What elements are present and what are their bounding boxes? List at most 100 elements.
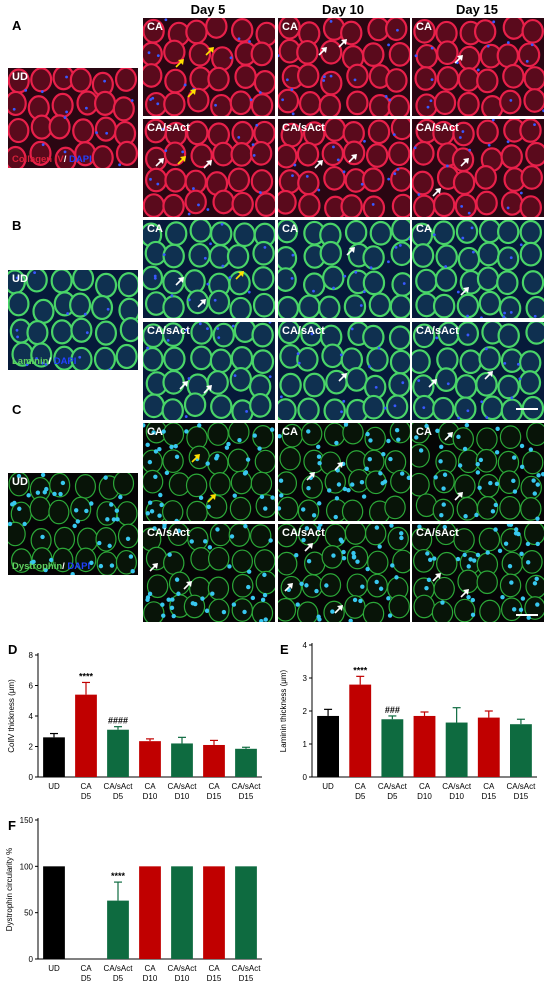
fiber bbox=[278, 322, 301, 345]
fiber bbox=[164, 167, 187, 193]
nucleus bbox=[66, 312, 70, 315]
nucleus bbox=[151, 96, 155, 100]
condition-label: CA/sAct bbox=[282, 122, 325, 134]
nucleus bbox=[381, 452, 386, 457]
nucleus bbox=[360, 182, 364, 186]
fiber bbox=[297, 170, 320, 196]
condition-label: CA bbox=[282, 21, 298, 33]
nucleus bbox=[227, 564, 232, 569]
nucleus bbox=[63, 116, 67, 119]
nucleus bbox=[425, 551, 430, 556]
x-tick-label: D5 bbox=[355, 792, 366, 801]
nucleus bbox=[441, 486, 446, 491]
nucleus bbox=[506, 206, 510, 210]
nucleus bbox=[72, 523, 77, 529]
nucleus bbox=[108, 368, 112, 370]
fiber bbox=[296, 601, 319, 622]
fiber bbox=[278, 88, 300, 114]
fiber bbox=[496, 43, 520, 69]
significance-label: **** bbox=[111, 871, 126, 881]
nucleus bbox=[334, 496, 340, 501]
nucleus bbox=[417, 379, 421, 382]
nucleus bbox=[75, 519, 81, 524]
nucleus bbox=[511, 478, 516, 484]
fiber bbox=[143, 601, 165, 622]
nucleus bbox=[176, 528, 181, 534]
nucleus bbox=[428, 557, 433, 562]
nucleus bbox=[534, 576, 539, 581]
fiber bbox=[432, 220, 455, 246]
nucleus bbox=[74, 508, 79, 513]
fiber bbox=[520, 497, 542, 521]
stain-separator: / bbox=[48, 356, 54, 367]
fiber bbox=[163, 141, 187, 167]
fiber bbox=[117, 523, 138, 549]
white-arrow-icon bbox=[338, 373, 347, 382]
nucleus bbox=[354, 270, 358, 274]
nucleus bbox=[361, 494, 367, 499]
fiber bbox=[228, 423, 250, 444]
micrograph-a-casact-day15: CA/sAct bbox=[412, 119, 544, 217]
nucleus bbox=[301, 507, 306, 512]
nucleus bbox=[197, 423, 202, 428]
condition-label: CA bbox=[147, 223, 163, 235]
bar bbox=[139, 866, 161, 959]
y-tick-label: 2 bbox=[29, 743, 34, 752]
fiber bbox=[168, 571, 191, 596]
nucleus bbox=[106, 307, 110, 311]
nucleus bbox=[189, 539, 194, 544]
nucleus bbox=[445, 164, 449, 168]
fiber bbox=[90, 294, 114, 321]
nucleus bbox=[255, 123, 259, 127]
fiber bbox=[254, 449, 275, 474]
micrograph-ud-c: UD Dystrophin/ DAPI bbox=[8, 473, 138, 575]
stain-separator: / bbox=[63, 154, 70, 165]
fiber bbox=[187, 87, 210, 113]
fiber bbox=[184, 189, 207, 215]
x-tick-label: CA/sAct bbox=[104, 964, 134, 973]
nucleus bbox=[128, 554, 134, 559]
fiber bbox=[278, 246, 298, 271]
nucleus bbox=[358, 598, 363, 604]
nucleus bbox=[295, 602, 300, 607]
nucleus bbox=[262, 592, 268, 598]
fiber bbox=[455, 220, 479, 244]
nucleus bbox=[252, 153, 256, 157]
nucleus bbox=[89, 501, 94, 506]
nucleus bbox=[507, 563, 513, 569]
nucleus bbox=[242, 609, 247, 615]
nucleus bbox=[216, 327, 220, 330]
fiber bbox=[413, 548, 435, 573]
fiber bbox=[319, 573, 342, 597]
nucleus bbox=[35, 357, 39, 360]
fiber bbox=[188, 242, 211, 268]
fiber bbox=[473, 19, 497, 44]
fiber bbox=[32, 298, 55, 324]
y-tick-label: 100 bbox=[20, 862, 34, 871]
fiber bbox=[390, 167, 410, 192]
nucleus bbox=[466, 564, 471, 569]
nucleus bbox=[508, 524, 514, 527]
nucleus bbox=[40, 90, 44, 94]
nucleus bbox=[457, 416, 461, 420]
nucleus bbox=[258, 91, 262, 94]
nucleus bbox=[392, 133, 396, 137]
fiber bbox=[250, 41, 273, 67]
fiber bbox=[231, 598, 254, 622]
nucleus bbox=[145, 511, 150, 516]
nucleus bbox=[468, 557, 473, 562]
nucleus bbox=[330, 609, 335, 614]
fiber bbox=[502, 63, 525, 89]
nucleus bbox=[466, 409, 470, 413]
nucleus bbox=[365, 431, 370, 437]
fiber bbox=[343, 294, 367, 318]
fiber bbox=[362, 270, 386, 296]
nucleus bbox=[306, 559, 312, 564]
fiber bbox=[412, 323, 436, 349]
nucleus bbox=[456, 290, 460, 294]
fiber bbox=[30, 68, 53, 93]
fiber bbox=[342, 423, 364, 445]
panel-letter-b: B bbox=[12, 218, 22, 233]
fiber bbox=[502, 18, 526, 40]
nucleus bbox=[58, 491, 63, 497]
